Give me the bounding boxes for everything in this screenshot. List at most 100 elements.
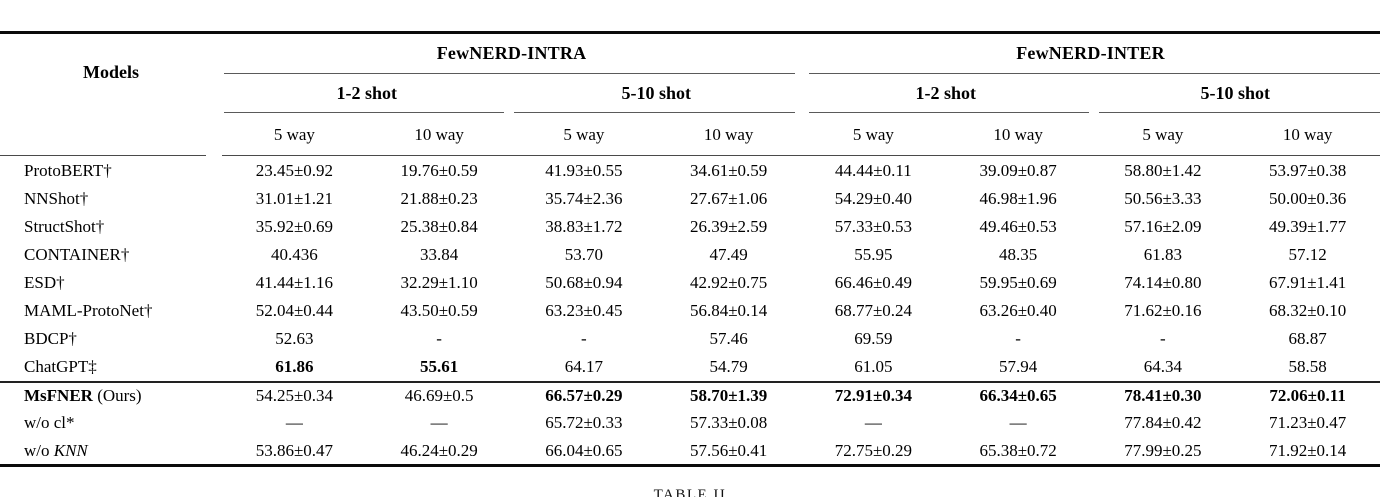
row-label-part: MsFNER: [24, 386, 93, 405]
cell-value: 42.92±0.75: [689, 273, 768, 292]
cell-value: 47.49: [709, 245, 748, 264]
way-header-5: 5 way: [852, 124, 894, 144]
cell-value: 31.01±1.21: [255, 189, 334, 208]
cell-value: 50.00±0.36: [1268, 189, 1347, 208]
cell-value: 26.39±2.59: [689, 217, 768, 236]
cell-value: 56.84±0.14: [689, 301, 768, 320]
cell-value: 71.92±0.14: [1268, 441, 1347, 460]
shot-header-intra-12: 1-2 shot: [336, 82, 397, 103]
cell-value: 61.86: [275, 357, 314, 376]
cell-value: -: [581, 329, 587, 348]
way-header-6: 10 way: [993, 124, 1043, 144]
row-label: StructShot†: [0, 213, 222, 241]
cell-value: 63.23±0.45: [545, 301, 623, 320]
way-header-3: 5 way: [563, 124, 605, 144]
cell-value: 77.99±0.25: [1124, 441, 1202, 460]
cell-value: 66.34±0.65: [945, 381, 1091, 409]
cell-value: -: [1160, 329, 1166, 348]
row-label-part: w/o cl*: [24, 413, 75, 432]
rule-under-shot-4: [1098, 112, 1380, 113]
cell-value: —: [1009, 413, 1027, 432]
cell-value: 53.70: [564, 245, 603, 264]
shot-header-intra-510: 5-10 shot: [621, 82, 691, 103]
group-header-fewnerd-intra: FewNERD-INTRA: [436, 42, 587, 63]
rule-under-column-headers: [222, 155, 1380, 157]
row-label-part: MAML-ProtoNet†: [24, 301, 153, 320]
way-header-2: 10 way: [414, 124, 464, 144]
cell-value: 38.83±1.72: [545, 217, 623, 236]
cell-value: 74.14±0.80: [1124, 273, 1202, 292]
cell-value: 57.33±0.08: [689, 413, 768, 432]
cell-value: 63.26±0.40: [979, 301, 1057, 320]
cell-value: -: [436, 329, 442, 348]
cell-value: 78.41±0.30: [1090, 381, 1236, 409]
group-header-fewnerd-inter: FewNERD-INTER: [1016, 42, 1165, 63]
row-label: MAML-ProtoNet†: [0, 297, 222, 325]
way-header-8: 10 way: [1282, 124, 1333, 144]
rule-under-models: [0, 155, 206, 157]
rule-under-shot-1: [224, 112, 504, 113]
cell-value: 32.29±1.10: [400, 273, 478, 292]
cell-value: 71.62±0.16: [1124, 301, 1202, 320]
cell-value: 46.24±0.29: [400, 441, 478, 460]
row-label: NNShot†: [0, 185, 222, 213]
cell-value: 50.68±0.94: [545, 273, 623, 292]
cell-value: 58.80±1.42: [1124, 161, 1202, 180]
cell-value: 23.45±0.92: [255, 161, 334, 180]
row-label-part: BDCP†: [24, 329, 77, 348]
cell-value: 66.04±0.65: [545, 441, 623, 460]
cell-value: 40.436: [271, 245, 318, 264]
row-label-part: ProtoBERT†: [24, 161, 112, 180]
cell-value: 44.44±0.11: [835, 161, 912, 180]
cell-value: 27.67±1.06: [689, 189, 768, 208]
cell-value: 57.12: [1288, 245, 1327, 264]
cell-value: 68.32±0.10: [1268, 301, 1347, 320]
cell-value: —: [430, 413, 448, 432]
cell-value: 49.39±1.77: [1268, 217, 1347, 236]
cell-value: 57.46: [709, 329, 748, 348]
row-label-part: KNN: [53, 441, 88, 460]
row-label: MsFNER (Ours): [0, 381, 222, 409]
row-label: w/o KNN: [0, 437, 222, 465]
row-label-part: ESD†: [24, 273, 65, 292]
cell-value: 54.25±0.34: [222, 381, 367, 409]
cell-value: 72.75±0.29: [834, 441, 913, 460]
rule-under-inter: [809, 73, 1380, 74]
cell-value: 64.34: [1143, 357, 1182, 376]
cell-value: 53.97±0.38: [1268, 161, 1347, 180]
results-table: Models FewNERD-INTRA FewNERD-INTER 1-2 s…: [0, 34, 1380, 465]
cell-value: 65.72±0.33: [545, 413, 623, 432]
shot-header-inter-510: 5-10 shot: [1200, 82, 1270, 103]
cell-value: 19.76±0.59: [400, 161, 478, 180]
cell-value: 50.56±3.33: [1124, 189, 1202, 208]
cell-value: 53.86±0.47: [255, 441, 334, 460]
row-label-part: StructShot†: [24, 217, 105, 236]
cell-value: 61.05: [854, 357, 893, 376]
cell-value: 58.58: [1288, 357, 1327, 376]
cell-value: 34.61±0.59: [689, 161, 768, 180]
cell-value: —: [285, 413, 303, 432]
cell-value: 57.33±0.53: [834, 217, 913, 236]
cell-value: 61.83: [1143, 245, 1182, 264]
row-label-part: ChatGPT‡: [24, 357, 97, 376]
cell-value: 57.56±0.41: [689, 441, 768, 460]
cell-value: 72.91±0.34: [801, 381, 946, 409]
cell-value: 64.17: [564, 357, 603, 376]
cell-value: 21.88±0.23: [400, 189, 478, 208]
cell-value: 68.77±0.24: [834, 301, 913, 320]
table-caption: TABLE II: [653, 487, 727, 497]
row-label-part: (Ours): [92, 386, 142, 405]
row-label: BDCP†: [0, 325, 222, 353]
cell-value: 35.92±0.69: [255, 217, 334, 236]
cell-value: 55.95: [854, 245, 893, 264]
row-label: CONTAINER†: [0, 241, 222, 269]
cell-value: 77.84±0.42: [1124, 413, 1202, 432]
row-label-part: NNShot†: [24, 189, 89, 208]
cell-value: 57.16±2.09: [1124, 217, 1202, 236]
rule-under-shot-3: [809, 112, 1089, 113]
cell-value: 58.70±1.39: [656, 381, 801, 409]
rule-under-intra: [224, 73, 795, 74]
cell-value: 67.91±1.41: [1268, 273, 1347, 292]
cell-value: —: [864, 413, 882, 432]
